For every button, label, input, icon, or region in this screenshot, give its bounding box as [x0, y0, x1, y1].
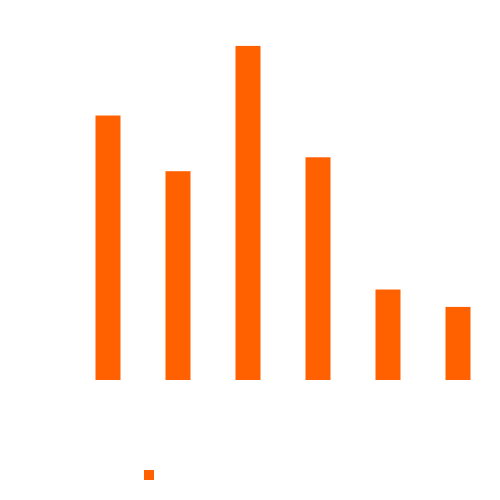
bars-group — [95, 45, 471, 381]
bar-5 — [375, 289, 401, 380]
bar-3 — [235, 45, 261, 381]
legend-swatch — [144, 470, 154, 480]
bar-4 — [305, 157, 331, 380]
bar-1 — [95, 115, 121, 381]
bar-6 — [445, 306, 471, 380]
bar-2 — [165, 171, 191, 380]
legend — [144, 470, 160, 480]
